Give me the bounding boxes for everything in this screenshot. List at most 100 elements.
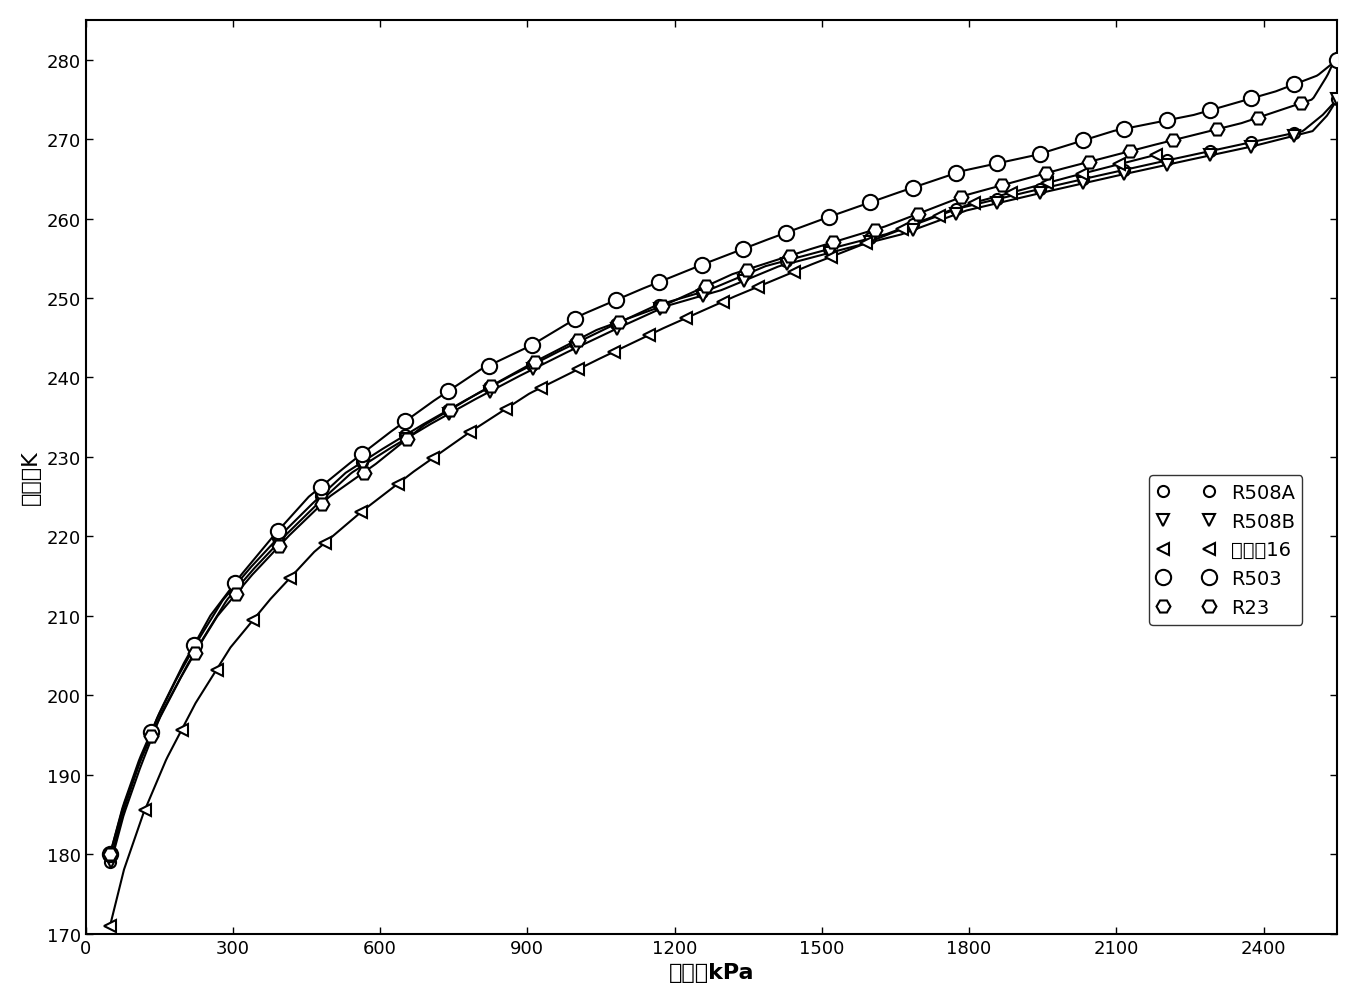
R503 [1032,148,1048,160]
Line: R503: R503 [102,53,1344,862]
Line: R508A: R508A [105,94,1343,868]
R503 [354,448,371,460]
R508A [694,287,710,299]
R508B [1329,94,1346,106]
R508B [144,732,160,744]
R503 [1076,135,1092,147]
R23 [186,647,202,659]
R23 [102,849,118,861]
R508A [1202,145,1218,157]
R508B [398,433,414,445]
R23 [1038,169,1054,181]
实施例16 [823,252,839,264]
R23 [910,209,926,221]
R508B [482,386,498,398]
R23 [1209,124,1225,136]
R508B [948,209,964,221]
R503 [1329,54,1346,66]
R508B [1160,159,1176,172]
R23 [399,433,416,445]
R503 [397,416,413,428]
R23 [1249,112,1266,124]
实施例16 [895,224,911,236]
实施例16 [1039,178,1055,190]
实施例16 [353,507,369,519]
R508B [989,198,1005,210]
R508A [1116,164,1133,177]
R23 [953,192,970,204]
R508A [1329,94,1346,106]
R503 [524,339,540,351]
R503 [948,168,964,180]
R508B [822,248,838,260]
R508A [778,256,794,268]
R508A [397,430,413,442]
R508A [1158,155,1175,168]
Line: R23: R23 [103,22,1351,862]
R508B [103,857,120,869]
R23 [611,316,627,328]
R508A [989,194,1005,206]
R503 [608,295,625,307]
R508A [822,244,838,256]
R508B [736,276,752,288]
R23 [994,180,1010,192]
R503 [1243,93,1259,105]
实施例16 [174,724,190,736]
R508B [354,460,371,472]
R503 [440,386,456,398]
R503 [735,244,751,256]
R23 [1122,145,1138,157]
R508B [440,408,456,420]
R503 [650,277,667,289]
R503 [1158,115,1175,127]
R508A [524,360,540,372]
R508B [228,584,244,596]
R508A [566,338,583,350]
实施例16 [932,211,948,223]
Line: R508B: R508B [106,94,1343,868]
R508B [652,304,668,316]
R508B [1032,188,1048,200]
R23 [1081,156,1097,169]
实施例16 [966,198,982,210]
R503 [566,314,583,326]
X-axis label: 压力，kPa: 压力，kPa [668,962,754,982]
R508A [948,204,964,216]
R508B [608,323,625,335]
R23 [782,251,799,263]
R23 [527,356,543,368]
Line: 实施例16: 实施例16 [105,150,1161,932]
R508B [1116,169,1133,181]
R508A [650,299,667,311]
R23 [143,730,159,742]
R508A [143,728,159,740]
R23 [698,281,714,293]
R503 [143,726,159,738]
R508A [735,270,751,282]
实施例16 [750,282,766,294]
R508B [524,364,540,376]
R508A [1286,127,1302,139]
R23 [1293,98,1309,110]
R23 [570,334,587,346]
R508A [186,642,202,654]
R508A [312,490,329,503]
R23 [739,264,755,276]
R508B [1286,130,1302,142]
实施例16 [316,538,333,550]
实施例16 [498,403,515,415]
R508A [102,857,118,869]
R508B [862,237,879,249]
R508B [314,494,330,507]
R23 [270,541,287,553]
R503 [312,481,329,493]
实施例16 [390,478,406,490]
R508A [904,219,921,231]
实施例16 [1074,169,1090,181]
R23 [228,589,244,601]
R508A [481,382,497,394]
实施例16 [532,382,549,394]
实施例16 [208,664,224,676]
R508A [862,233,879,245]
